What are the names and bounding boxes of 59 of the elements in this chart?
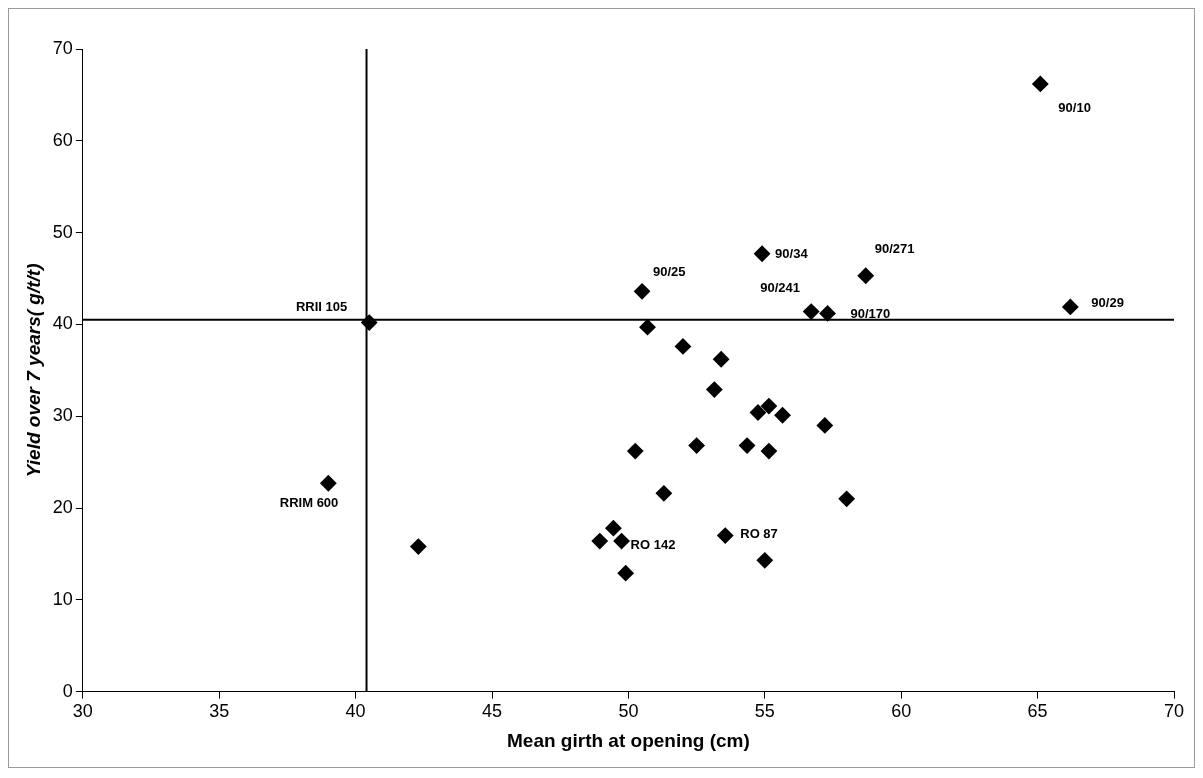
point [706,381,723,398]
point [749,404,766,421]
annotation: 90/25 [653,264,686,280]
annotation: 90/10 [1058,99,1091,115]
point [857,267,874,284]
point [756,552,773,569]
point [639,319,656,336]
point [655,485,672,502]
point [754,245,771,262]
annotation: 90/271 [874,240,915,256]
point [774,407,791,424]
annotation: 90/34 [775,245,809,261]
point [320,475,337,492]
annotation: RO 87 [740,525,778,541]
point [410,538,427,555]
point [713,351,730,368]
y-tick-label: 50 [52,221,73,242]
x-tick-label: 50 [618,701,639,722]
point [760,398,777,415]
point [816,417,833,434]
x-tick-label: 60 [891,701,912,722]
y-tick-label: 60 [52,129,73,150]
x-tick-label: 30 [72,701,93,722]
y-axis-title: Yield over 7 years( g/t/t) [22,263,44,478]
x-tick-label: 40 [345,701,366,722]
point [591,533,608,550]
point [838,490,855,507]
point [803,303,820,320]
x-axis-title: Mean girth at opening (cm) [507,729,750,751]
point [613,533,630,550]
point [819,305,836,322]
x-tick-label: 55 [754,701,775,722]
y-tick-label: 40 [52,313,73,334]
x-tick-label: 65 [1027,701,1048,722]
y-tick-label: 0 [62,680,73,701]
point [717,527,734,544]
annotation: 90/170 [850,306,891,322]
point [1032,75,1049,92]
point [674,338,691,355]
x-tick-label: 45 [482,701,503,722]
annotation: 90/241 [760,279,800,295]
y-tick-label: 10 [52,588,73,609]
point [627,443,644,460]
annotation: RRIM 600 [279,495,339,511]
x-tick-label: 70 [1163,701,1185,722]
point [605,520,622,537]
point [739,437,756,454]
annotation: RRII 105 [295,298,348,314]
annotation: RO 142 [630,537,676,553]
point [617,565,634,582]
point [634,283,651,300]
y-tick-label: 20 [52,496,73,517]
point [1062,298,1079,315]
annotation: 90/29 [1091,294,1124,310]
point [688,437,705,454]
point [760,443,777,460]
x-tick-label: 35 [209,701,230,722]
y-tick-label: 30 [52,405,73,426]
y-tick-label: 70 [52,37,73,58]
